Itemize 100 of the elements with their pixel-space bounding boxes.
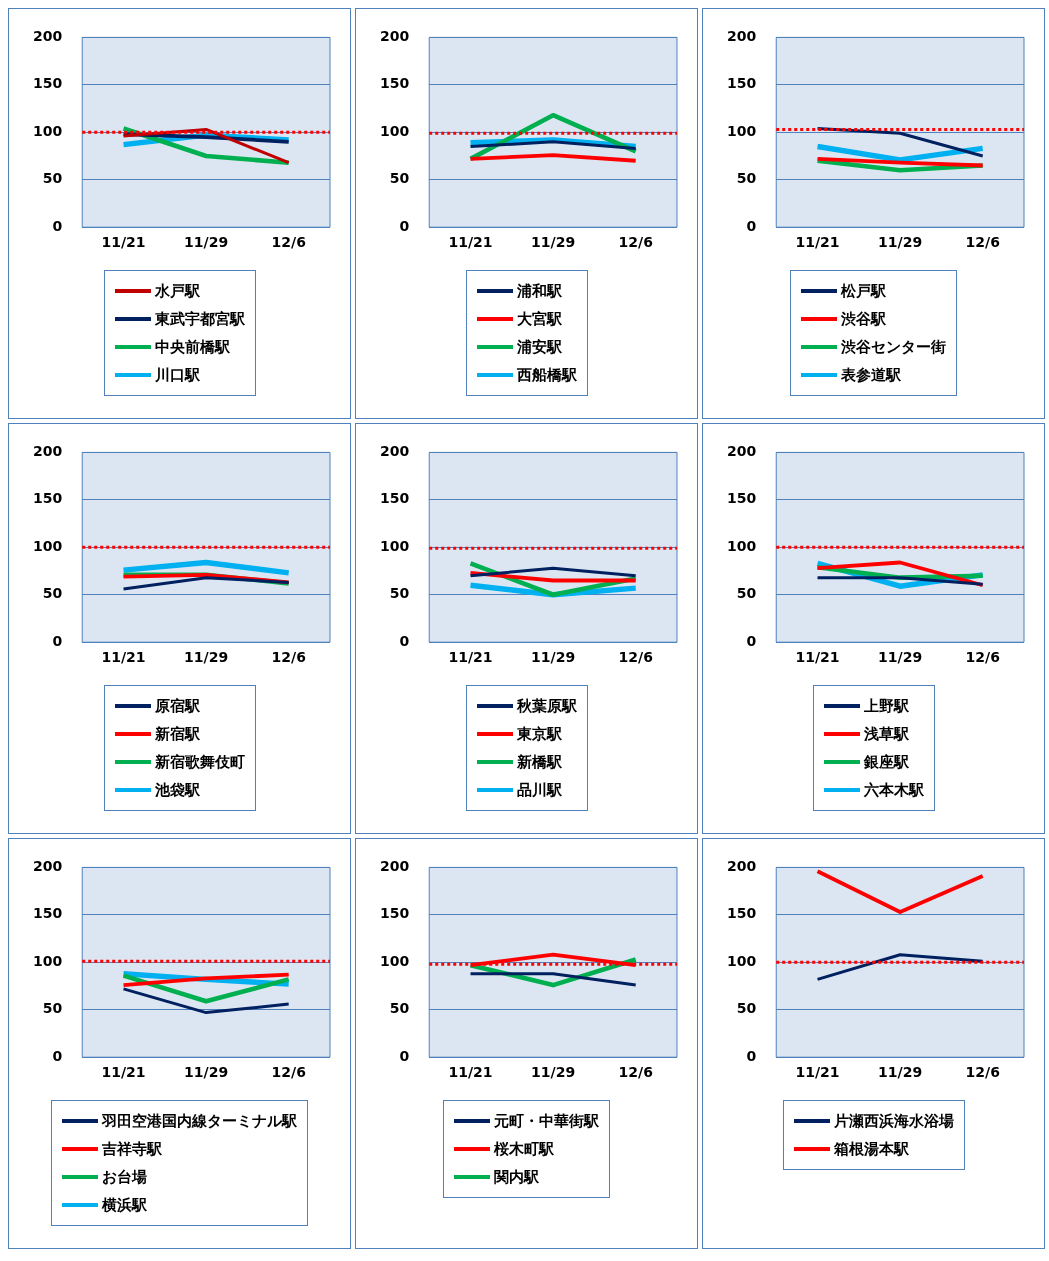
- y-tick-label: 50: [736, 1000, 757, 1017]
- legend-label: 水戸駅: [154, 281, 200, 301]
- y-tick-label: 150: [379, 75, 410, 92]
- y-tick-label: 100: [379, 537, 410, 554]
- x-tick-label: 11/29: [531, 649, 576, 666]
- legend-label: 六本木駅: [863, 780, 924, 800]
- legend-label: 中央前橋駅: [154, 337, 230, 357]
- x-tick-label: 11/21: [101, 649, 146, 666]
- x-tick-label: 12/6: [618, 234, 653, 251]
- legend-label: 羽田空港国内線ターミナル駅: [102, 1111, 297, 1131]
- x-tick-label: 12/6: [965, 1064, 1000, 1081]
- legend-label: 桜木町駅: [494, 1139, 554, 1159]
- y-tick-label: 200: [32, 443, 63, 460]
- legend-label: 西船橋駅: [516, 365, 577, 385]
- legend-label: 上野駅: [863, 696, 909, 716]
- y-tick-label: 150: [726, 490, 757, 507]
- y-tick-label: 100: [726, 537, 757, 554]
- x-tick-label: 11/21: [795, 234, 840, 251]
- y-tick-label: 100: [379, 952, 410, 969]
- y-tick-label: 50: [42, 170, 63, 187]
- y-tick-label: 50: [736, 585, 757, 602]
- y-tick-label: 0: [399, 632, 410, 649]
- x-tick-label: 11/29: [531, 234, 576, 251]
- x-tick-label: 12/6: [618, 649, 653, 666]
- x-tick-label: 11/21: [101, 234, 146, 251]
- legend-label: 川口駅: [154, 365, 200, 385]
- y-tick-label: 200: [726, 858, 757, 875]
- legend-label: 東武宇都宮駅: [154, 309, 245, 329]
- y-tick-label: 0: [746, 632, 757, 649]
- legend-label: 品川駅: [516, 780, 562, 800]
- legend-label: 渋谷駅: [841, 309, 886, 329]
- x-tick-label: 11/29: [878, 1064, 923, 1081]
- legend-label: 大宮駅: [516, 309, 562, 329]
- y-tick-label: 50: [42, 585, 63, 602]
- y-tick-label: 0: [52, 217, 63, 234]
- x-tick-label: 12/6: [271, 1064, 306, 1081]
- y-tick-label: 100: [32, 952, 63, 969]
- legend-label: 浅草駅: [863, 724, 909, 744]
- x-tick-label: 12/6: [618, 1064, 653, 1081]
- y-tick-label: 0: [746, 217, 757, 234]
- y-tick-label: 50: [42, 1000, 63, 1017]
- y-tick-label: 100: [32, 122, 63, 139]
- legend-label: 池袋駅: [154, 780, 200, 800]
- legend-label: 新橋駅: [516, 752, 562, 772]
- y-tick-label: 200: [32, 28, 63, 45]
- y-tick-label: 100: [726, 122, 757, 139]
- y-tick-label: 100: [726, 952, 757, 969]
- legend-label: 吉祥寺駅: [102, 1139, 162, 1159]
- x-tick-label: 11/29: [184, 234, 229, 251]
- legend-label: 片瀬西浜海水浴場: [833, 1111, 954, 1131]
- y-tick-label: 0: [399, 217, 410, 234]
- legend-label: 渋谷センター街: [841, 337, 946, 357]
- legend-label: 原宿駅: [154, 696, 200, 716]
- y-tick-label: 150: [726, 75, 757, 92]
- legend-label: 表参道駅: [841, 365, 901, 385]
- legend-label: 銀座駅: [863, 752, 909, 772]
- y-tick-label: 150: [32, 905, 63, 922]
- y-tick-label: 200: [379, 28, 410, 45]
- y-tick-label: 50: [736, 170, 757, 187]
- x-tick-label: 11/29: [531, 1064, 576, 1081]
- y-tick-label: 100: [32, 537, 63, 554]
- legend-label: 東京駅: [516, 724, 562, 744]
- y-tick-label: 150: [726, 905, 757, 922]
- x-tick-label: 11/21: [795, 649, 840, 666]
- x-tick-label: 11/29: [184, 649, 229, 666]
- legend-label: 松戸駅: [841, 281, 886, 301]
- y-tick-label: 200: [379, 858, 410, 875]
- x-tick-label: 12/6: [271, 234, 306, 251]
- x-tick-label: 11/29: [184, 1064, 229, 1081]
- y-tick-label: 200: [379, 443, 410, 460]
- legend-label: 箱根湯本駅: [833, 1139, 909, 1159]
- legend-label: 新宿歌舞伎町: [154, 752, 245, 772]
- legend-label: 浦和駅: [516, 281, 562, 301]
- x-tick-label: 11/29: [878, 234, 923, 251]
- x-tick-label: 12/6: [965, 234, 1000, 251]
- legend-label: お台場: [102, 1167, 147, 1187]
- x-tick-label: 11/21: [448, 1064, 493, 1081]
- y-tick-label: 200: [32, 858, 63, 875]
- legend-label: 元町・中華街駅: [494, 1111, 599, 1131]
- x-tick-label: 11/21: [448, 234, 493, 251]
- y-tick-label: 150: [32, 75, 63, 92]
- legend-label: 浦安駅: [516, 337, 562, 357]
- y-tick-label: 100: [379, 122, 410, 139]
- x-tick-label: 11/21: [101, 1064, 146, 1081]
- x-tick-label: 11/21: [448, 649, 493, 666]
- y-tick-label: 50: [389, 170, 410, 187]
- y-tick-label: 0: [399, 1047, 410, 1064]
- x-tick-label: 11/21: [795, 1064, 840, 1081]
- y-tick-label: 0: [52, 1047, 63, 1064]
- y-tick-label: 150: [379, 490, 410, 507]
- y-tick-label: 200: [726, 28, 757, 45]
- y-tick-label: 50: [389, 585, 410, 602]
- y-tick-label: 50: [389, 1000, 410, 1017]
- y-tick-label: 150: [379, 905, 410, 922]
- legend-label: 関内駅: [494, 1167, 539, 1187]
- y-tick-label: 0: [746, 1047, 757, 1064]
- x-tick-label: 12/6: [271, 649, 306, 666]
- legend-label: 新宿駅: [154, 724, 200, 744]
- y-tick-label: 0: [52, 632, 63, 649]
- y-tick-label: 150: [32, 490, 63, 507]
